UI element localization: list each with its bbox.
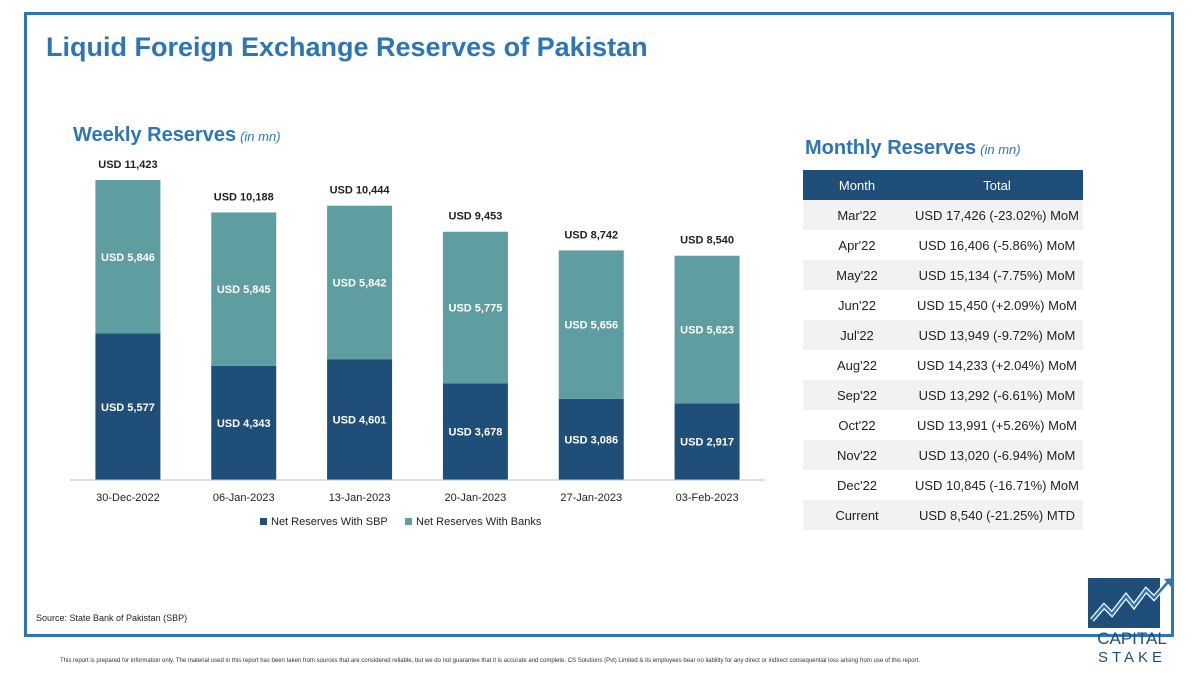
data-label-sbp: USD 3,086 — [564, 434, 618, 446]
total-label: USD 8,742 — [564, 229, 618, 241]
data-label-banks: USD 5,775 — [449, 303, 503, 315]
month-cell: Sep'22 — [836, 387, 878, 403]
table-row: Mar'22 USD 17,426 (-23.02%) MoM — [803, 200, 1083, 230]
total-cell: USD 10,845 (-16.71%) MoM — [914, 477, 1079, 493]
legend-swatch-sbp — [260, 518, 267, 525]
total-cell: USD 13,292 (-6.61%) MoM — [918, 387, 1076, 403]
x-tick-label: 20-Jan-2023 — [445, 492, 507, 504]
table-row: Sep'22 USD 13,292 (-6.61%) MoM — [803, 380, 1083, 410]
total-cell: USD 13,949 (-9.72%) MoM — [918, 327, 1076, 343]
table-header-row: Month Total — [803, 170, 1083, 200]
disclaimer-text: This report is prepared for information … — [60, 658, 920, 664]
legend-label-sbp: Net Reserves With SBP — [271, 516, 388, 528]
bar-sbp — [95, 333, 161, 480]
x-tick-label: 13-Jan-2023 — [329, 492, 391, 504]
x-tick-label: 06-Jan-2023 — [213, 492, 275, 504]
x-tick-label: 03-Feb-2023 — [676, 492, 739, 504]
month-cell: Mar'22 — [837, 207, 877, 223]
weekly-unit: (in mn) — [240, 129, 281, 144]
bar-sbp — [211, 365, 277, 480]
table-row: Dec'22 USD 10,845 (-16.71%) MoM — [803, 470, 1083, 500]
data-label-sbp: USD 4,601 — [333, 415, 387, 427]
legend-swatch-banks — [405, 518, 412, 525]
weekly-title-text: Weekly Reserves — [73, 124, 237, 146]
total-cell: USD 13,020 (-6.94%) MoM — [918, 447, 1076, 463]
bar-banks — [95, 180, 161, 334]
page-title: Liquid Foreign Exchange Reserves of Paki… — [46, 32, 648, 62]
bar-sbp — [442, 383, 508, 480]
total-cell: USD 15,134 (-7.75%) MoM — [918, 267, 1076, 283]
total-header: Total — [983, 177, 1011, 193]
bar-sbp — [558, 398, 624, 480]
total-cell: USD 14,233 (+2.04%) MoM — [916, 357, 1078, 373]
data-label-sbp: USD 5,577 — [101, 402, 155, 414]
table-body: Mar'22 USD 17,426 (-23.02%) MoM Apr'22 USD … — [803, 200, 1083, 530]
data-label-sbp: USD 2,917 — [680, 437, 734, 449]
bar-banks — [558, 250, 624, 399]
data-label-banks: USD 5,846 — [101, 252, 155, 264]
bar-banks — [211, 212, 277, 366]
table-row: Apr'22 USD 16,406 (-5.86%) MoM — [803, 230, 1083, 260]
capital-stake-logo: CAPITAL STAKE — [1088, 578, 1174, 666]
month-cell: Oct'22 — [838, 417, 876, 433]
month-cell: Current — [835, 507, 879, 523]
month-cell: Jul'22 — [840, 327, 874, 343]
table-row: Oct'22 USD 13,991 (+5.26%) MoM — [803, 410, 1083, 440]
logo-trend-line — [1091, 581, 1169, 621]
logo-text-capital: CAPITAL — [1097, 629, 1167, 648]
total-cell: USD 13,991 (+5.26%) MoM — [916, 417, 1078, 433]
month-cell: Apr'22 — [838, 237, 876, 253]
table-row: Current USD 8,540 (-21.25%) MTD — [803, 500, 1083, 530]
month-cell: May'22 — [836, 267, 878, 283]
month-cell: Aug'22 — [836, 357, 878, 373]
total-label: USD 10,444 — [330, 185, 391, 197]
bar-sbp — [327, 359, 393, 480]
bar-banks — [327, 205, 393, 360]
total-label: USD 11,423 — [98, 159, 157, 171]
table-row: Nov'22 USD 13,020 (-6.94%) MoM — [803, 440, 1083, 470]
table-row: Jun'22 USD 15,450 (+2.09%) MoM — [803, 290, 1083, 320]
bar-sbp — [674, 403, 740, 480]
total-cell: USD 8,540 (-21.25%) MTD — [918, 507, 1076, 523]
total-cell: USD 16,406 (-5.86%) MoM — [918, 237, 1076, 253]
monthly-title-text: Monthly Reserves — [805, 137, 977, 159]
month-header: Month — [838, 177, 876, 193]
data-label-sbp: USD 4,343 — [217, 418, 271, 430]
slide-frame — [24, 12, 1174, 637]
weekly-reserves-chart: USD 5,577 USD 5,846 USD 11,423 30-Dec-2022 U… — [70, 159, 765, 528]
monthly-unit: (in mn) — [980, 142, 1021, 157]
total-cell: USD 15,450 (+2.09%) MoM — [916, 297, 1078, 313]
source-note: Source: State Bank of Pakistan (SBP) — [36, 613, 188, 623]
logo-text-stake: STAKE — [1098, 649, 1166, 666]
monthly-reserves-table: Month Total Mar'22 USD 17,426 (-23.02%) M… — [803, 170, 1083, 530]
table-row: May'22 USD 15,134 (-7.75%) MoM — [803, 260, 1083, 290]
data-label-banks: USD 5,623 — [680, 325, 734, 337]
logo-arrow-head — [1164, 578, 1174, 588]
month-cell: Dec'22 — [836, 477, 878, 493]
data-label-banks: USD 5,842 — [333, 277, 387, 289]
month-cell: Jun'22 — [838, 297, 876, 313]
total-label: USD 8,540 — [680, 235, 734, 247]
legend-label-banks: Net Reserves With Banks — [416, 516, 542, 528]
total-label: USD 9,453 — [449, 211, 503, 223]
x-tick-label: 27-Jan-2023 — [560, 492, 622, 504]
data-label-banks: USD 5,845 — [217, 284, 271, 296]
monthly-reserves-title: Monthly Reserves (in mn) — [805, 137, 1021, 160]
x-tick-label: 30-Dec-2022 — [96, 492, 160, 504]
logo-box — [1088, 578, 1160, 628]
table-row: Jul'22 USD 13,949 (-9.72%) MoM — [803, 320, 1083, 350]
month-cell: Nov'22 — [836, 447, 878, 463]
total-cell: USD 17,426 (-23.02%) MoM — [914, 207, 1079, 223]
bar-banks — [674, 255, 740, 404]
table-row: Aug'22 USD 14,233 (+2.04%) MoM — [803, 350, 1083, 380]
data-label-sbp: USD 3,678 — [449, 427, 503, 439]
data-label-banks: USD 5,656 — [564, 320, 618, 332]
total-label: USD 10,188 — [214, 191, 274, 203]
weekly-reserves-title: Weekly Reserves (in mn) — [73, 124, 281, 147]
bar-banks — [442, 231, 508, 384]
